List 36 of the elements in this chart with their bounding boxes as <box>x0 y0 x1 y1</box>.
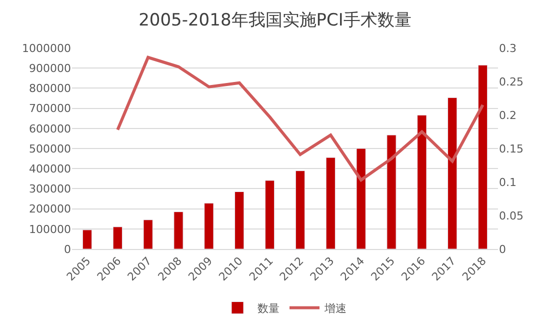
y2-tick-label: 0.2 <box>499 108 516 122</box>
y-tick-label: 500000 <box>29 142 71 156</box>
chart-title: 2005-2018年我国实施PCI手术数量 <box>138 10 412 30</box>
y-tick-label: 800000 <box>29 82 71 96</box>
bar <box>478 64 488 249</box>
y-tick-label: 900000 <box>29 62 71 75</box>
bar <box>356 148 366 249</box>
y2-tick-label: 0.25 <box>499 75 524 88</box>
y2-tick-label: 0.1 <box>499 176 516 189</box>
y2-tick-label: 0.15 <box>499 142 524 156</box>
bar <box>326 157 336 249</box>
bar <box>204 202 214 249</box>
y2-tick-label: 0 <box>499 242 506 256</box>
bar <box>295 170 306 249</box>
y-tick-label: 700000 <box>29 102 71 116</box>
bar <box>112 226 122 249</box>
y-tick-label: 300000 <box>29 182 71 196</box>
bar <box>234 191 244 249</box>
y-tick-label: 100000 <box>29 222 71 236</box>
legend-label: 数量 <box>258 302 280 316</box>
y2-tick-label: 0.3 <box>499 42 516 55</box>
y2-tick-label: 0.05 <box>499 209 524 222</box>
y-tick-label: 200000 <box>29 202 71 216</box>
bar <box>386 134 396 249</box>
y-tick-label: 0 <box>64 242 71 256</box>
bar <box>82 230 92 249</box>
y-tick-label: 600000 <box>29 122 71 136</box>
legend-label: 增速 <box>324 302 346 316</box>
bar <box>174 212 184 249</box>
bar <box>417 114 427 249</box>
bar <box>448 97 458 249</box>
y-tick-label: 1000000 <box>22 42 71 55</box>
bar <box>143 220 153 249</box>
line-series <box>116 56 484 182</box>
y-tick-label: 400000 <box>29 162 71 176</box>
bar <box>264 180 275 249</box>
